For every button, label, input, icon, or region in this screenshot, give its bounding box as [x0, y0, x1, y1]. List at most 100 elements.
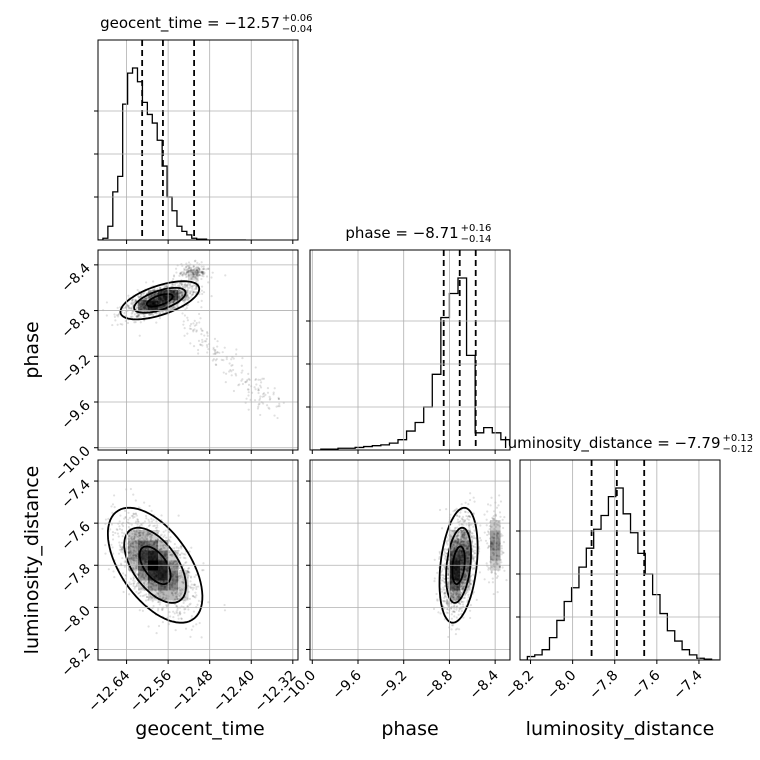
sample-point — [445, 602, 449, 605]
sample-point — [146, 296, 149, 300]
density-bin — [148, 300, 159, 311]
sample-point — [458, 570, 461, 573]
density-bin — [158, 540, 169, 551]
sample-point — [467, 524, 471, 527]
sample-point — [465, 568, 468, 571]
sample-point — [168, 295, 171, 299]
sample-point — [488, 524, 491, 528]
sample-point — [150, 294, 154, 297]
sample-point — [440, 579, 443, 582]
sample-point — [435, 592, 438, 596]
sample-point — [159, 298, 163, 301]
sample-point — [196, 266, 199, 269]
sample-point — [104, 518, 108, 521]
sample-point — [185, 285, 188, 288]
sample-point — [456, 605, 459, 608]
sample-point — [153, 571, 156, 574]
sample-point — [198, 273, 201, 276]
sample-point — [460, 554, 463, 557]
sample-point — [460, 551, 463, 554]
sample-point — [133, 550, 136, 553]
sample-point — [162, 569, 165, 572]
sample-point — [162, 591, 165, 594]
sample-point — [175, 579, 179, 582]
sample-point — [135, 514, 138, 517]
sample-point — [190, 628, 193, 631]
sample-point — [201, 272, 205, 275]
sample-point — [467, 511, 470, 514]
sample-point — [173, 290, 176, 293]
sample-point — [144, 297, 148, 300]
x-tick-label: −7.4 — [670, 667, 705, 702]
sample-point — [118, 548, 121, 551]
sample-point — [156, 571, 159, 574]
sample-point — [111, 511, 114, 514]
sample-point — [139, 307, 142, 310]
sample-point — [452, 593, 455, 597]
sample-point — [168, 302, 171, 306]
sample-point — [135, 566, 138, 569]
sample-point — [121, 323, 124, 326]
sample-point — [153, 303, 157, 306]
sample-point — [157, 566, 160, 569]
sample-point — [158, 302, 161, 305]
sample-point — [164, 294, 167, 297]
sample-point — [468, 552, 471, 555]
sample-point — [154, 303, 157, 306]
sample-point — [138, 304, 142, 307]
sample-point — [183, 286, 187, 290]
sample-point — [173, 583, 176, 586]
sample-point — [193, 324, 196, 327]
sample-point — [127, 551, 130, 554]
sample-point — [133, 301, 136, 304]
sample-point — [150, 535, 153, 538]
sample-point — [463, 533, 466, 536]
sample-point — [459, 570, 463, 573]
sample-point — [135, 315, 138, 318]
sample-point — [436, 598, 439, 601]
sample-point — [134, 512, 138, 515]
sample-point — [163, 585, 166, 588]
sample-point — [136, 548, 139, 551]
sample-point — [121, 531, 124, 534]
sample-point — [151, 600, 154, 603]
sample-point — [453, 547, 456, 550]
sample-point — [455, 535, 458, 538]
sample-point — [203, 334, 206, 337]
sample-point — [154, 584, 157, 587]
sample-point — [272, 391, 275, 394]
sample-point — [466, 546, 469, 549]
sample-point — [457, 530, 461, 533]
sample-point — [455, 558, 458, 561]
sample-point — [154, 298, 157, 301]
sample-point — [151, 567, 154, 570]
sample-point — [447, 565, 450, 569]
sample-point — [462, 543, 466, 546]
sample-point — [465, 546, 469, 549]
sample-point — [465, 537, 468, 541]
sample-point — [152, 559, 155, 562]
sample-point — [453, 571, 456, 574]
sample-point — [457, 575, 460, 578]
sample-point — [165, 566, 168, 569]
sample-point — [163, 552, 167, 555]
sample-point — [230, 374, 233, 377]
sample-point — [259, 384, 262, 387]
sample-point — [459, 571, 462, 574]
sample-point — [161, 608, 164, 611]
sample-point — [453, 543, 456, 546]
density-bin — [168, 580, 179, 591]
sample-point — [140, 544, 143, 547]
sample-point — [498, 542, 502, 545]
sample-point — [453, 567, 456, 570]
sample-point — [146, 553, 149, 556]
sample-point — [192, 283, 196, 287]
sample-point — [453, 589, 456, 593]
sample-point — [120, 541, 123, 544]
sample-point — [198, 269, 201, 272]
sample-point — [163, 299, 166, 303]
histogram-bar — [187, 235, 192, 240]
sample-point — [443, 591, 447, 595]
sample-point — [197, 339, 201, 342]
sample-point — [132, 493, 135, 496]
